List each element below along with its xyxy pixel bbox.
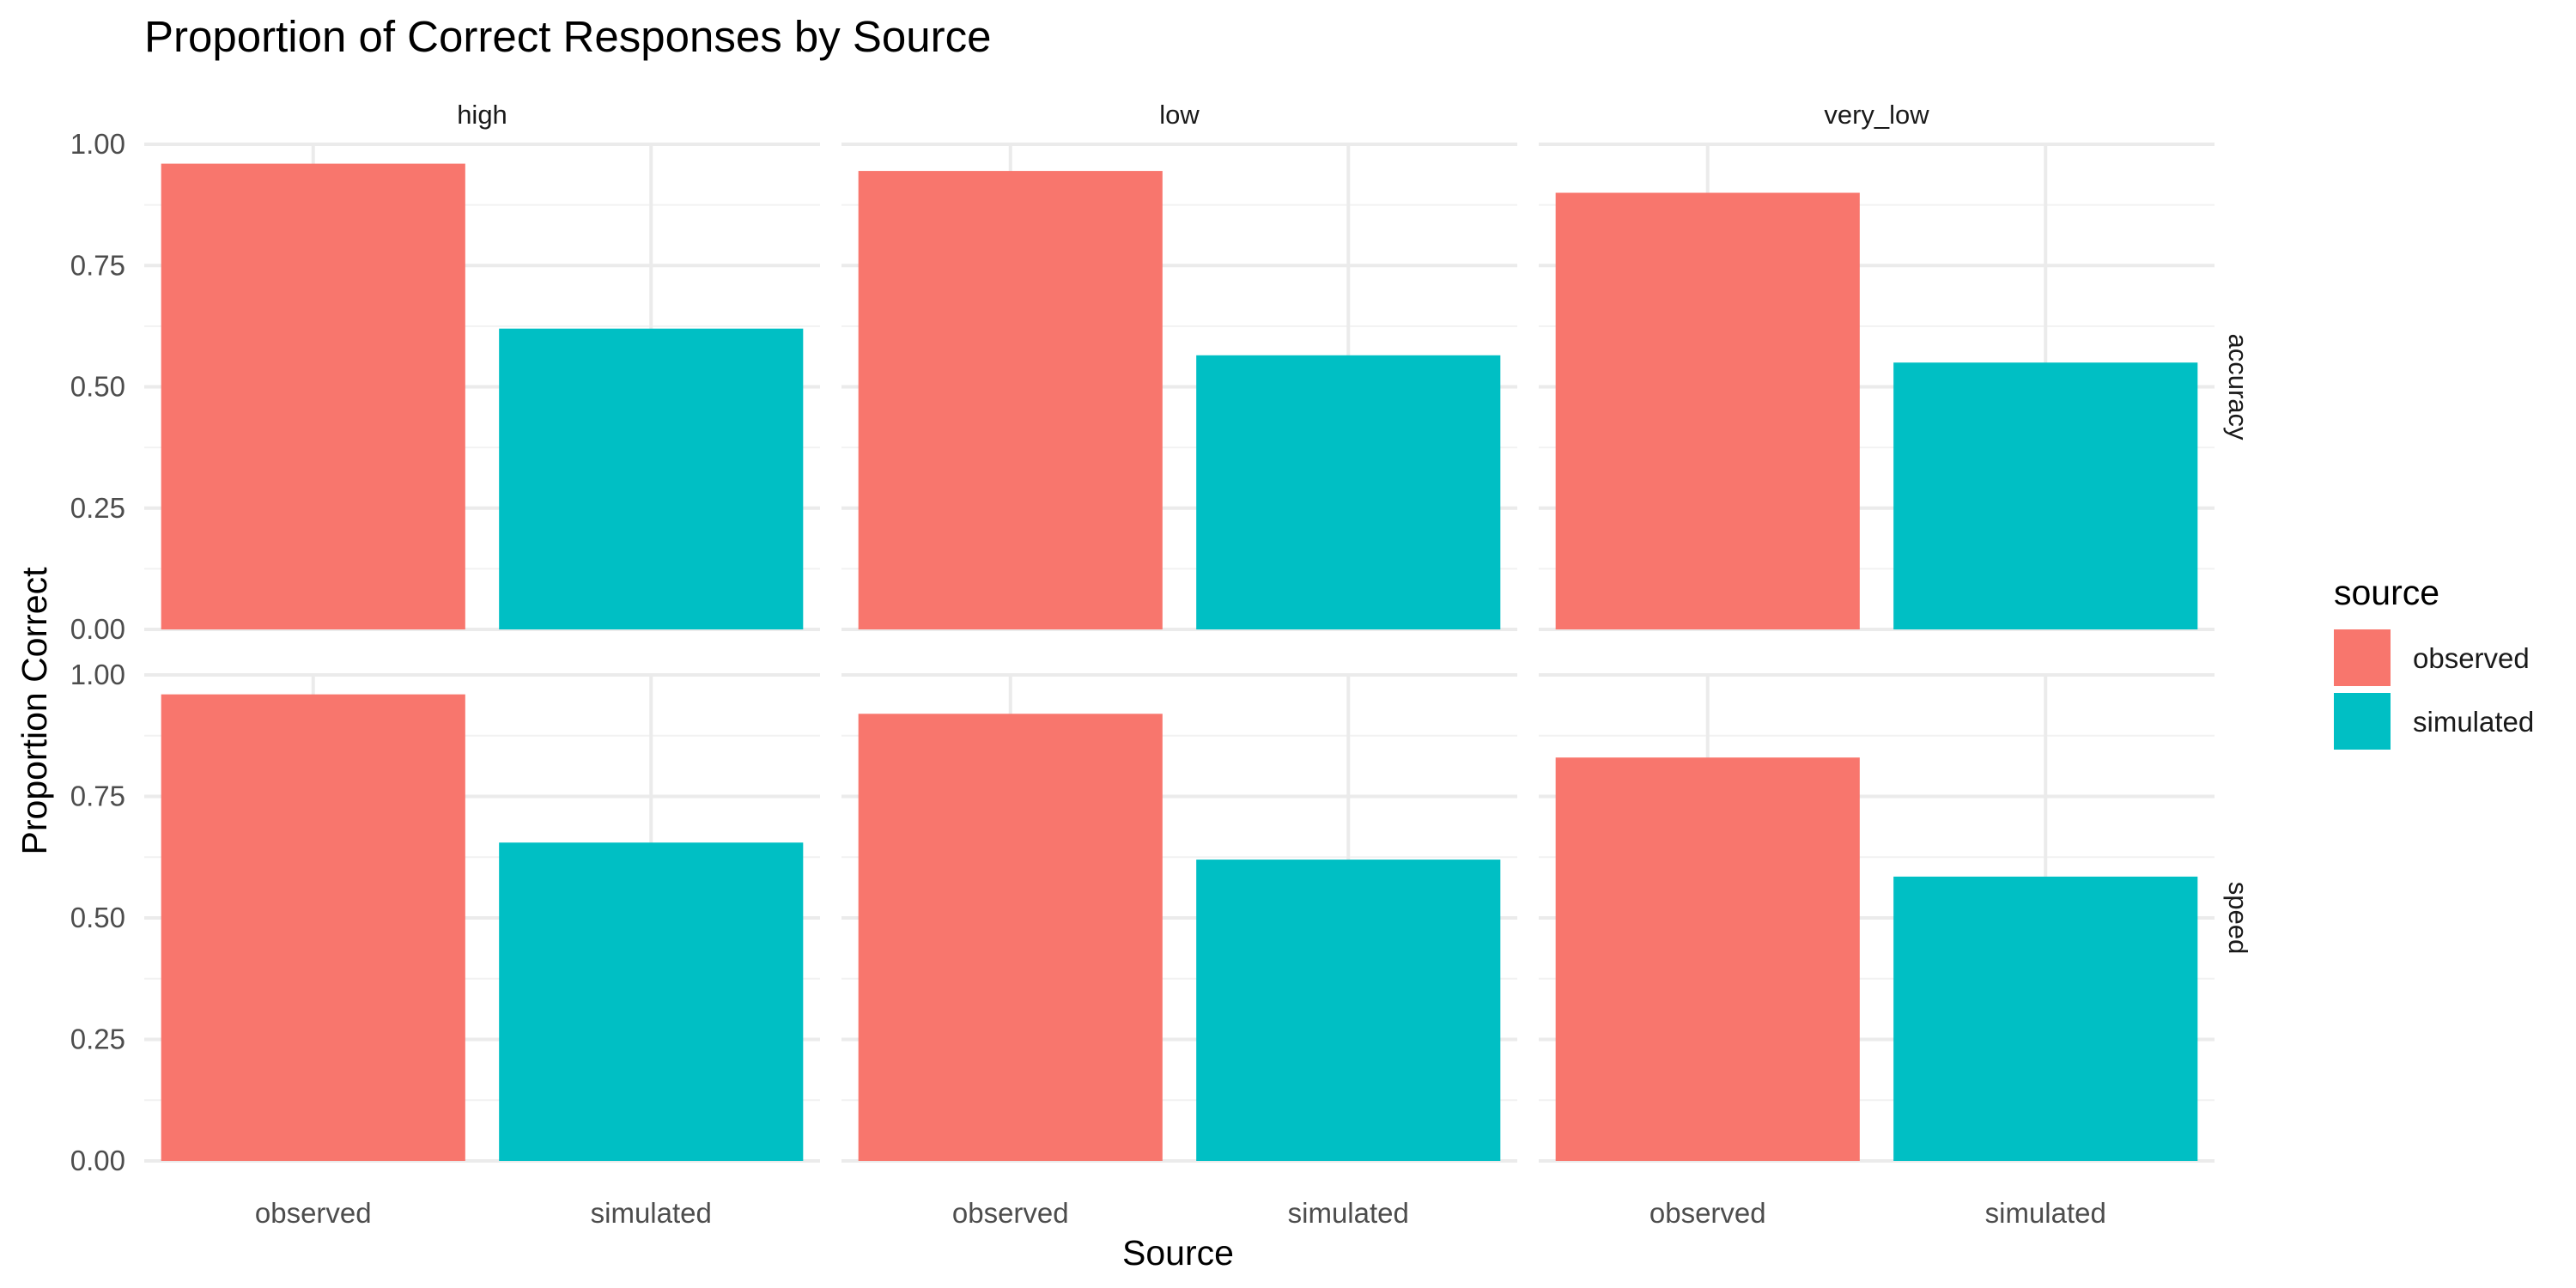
- bar-accuracy-high-observed: [161, 163, 465, 630]
- legend-label-simulated: simulated: [2413, 706, 2534, 738]
- bar-accuracy-very_low-simulated: [1893, 362, 2198, 629]
- x-tick-label: simulated: [1985, 1197, 2106, 1229]
- bar-accuracy-very_low-observed: [1555, 192, 1860, 629]
- bar-speed-low-observed: [858, 714, 1163, 1161]
- legend-title: source: [2334, 573, 2439, 612]
- x-axis-title: Source: [1122, 1233, 1234, 1273]
- panel-accuracy-very_low: [1539, 143, 2215, 631]
- facet-panels: [144, 143, 2215, 1163]
- legend: source observed simulated: [2334, 573, 2534, 750]
- chart-title: Proportion of Correct Responses by Sourc…: [144, 12, 991, 61]
- y-tick-label: 0.75: [70, 781, 125, 812]
- x-tick-label: observed: [255, 1197, 372, 1229]
- bar-accuracy-high-simulated: [499, 328, 804, 629]
- strip-label-very_low: very_low: [1824, 100, 1929, 130]
- x-tick-label: simulated: [1288, 1197, 1409, 1229]
- y-tick-label: 0.25: [70, 492, 125, 524]
- x-tick-label: observed: [1649, 1197, 1766, 1229]
- panel-speed-low: [841, 673, 1517, 1163]
- strip-label-speed: speed: [2223, 882, 2253, 954]
- y-tick-label: 0.00: [70, 1145, 125, 1176]
- bar-accuracy-low-simulated: [1196, 355, 1501, 629]
- panel-accuracy-low: [841, 143, 1517, 631]
- panel-speed-very_low: [1539, 673, 2215, 1163]
- y-tick-label: 0.25: [70, 1024, 125, 1055]
- strip-label-accuracy: accuracy: [2223, 333, 2253, 440]
- y-tick-label: 0.00: [70, 613, 125, 645]
- strip-label-low: low: [1159, 100, 1200, 130]
- legend-key-simulated: [2334, 693, 2391, 750]
- y-tick-label: 1.00: [70, 128, 125, 160]
- y-axis-title: Proportion Correct: [15, 567, 54, 855]
- legend-label-observed: observed: [2413, 642, 2530, 674]
- bar-speed-high-observed: [161, 694, 465, 1161]
- bar-speed-low-simulated: [1196, 860, 1501, 1161]
- bar-speed-high-simulated: [499, 842, 804, 1161]
- y-tick-label: 0.50: [70, 902, 125, 933]
- bar-speed-very_low-simulated: [1893, 876, 2198, 1161]
- y-tick-label: 0.75: [70, 249, 125, 281]
- legend-key-observed: [2334, 629, 2391, 686]
- x-tick-label: simulated: [591, 1197, 712, 1229]
- bar-accuracy-low-observed: [858, 171, 1163, 629]
- bar-speed-very_low-observed: [1555, 757, 1860, 1161]
- panel-speed-high: [144, 673, 820, 1163]
- y-tick-label: 1.00: [70, 659, 125, 690]
- x-tick-label: observed: [952, 1197, 1069, 1229]
- y-tick-label: 0.50: [70, 371, 125, 403]
- strip-label-high: high: [457, 100, 507, 130]
- panel-accuracy-high: [144, 143, 820, 631]
